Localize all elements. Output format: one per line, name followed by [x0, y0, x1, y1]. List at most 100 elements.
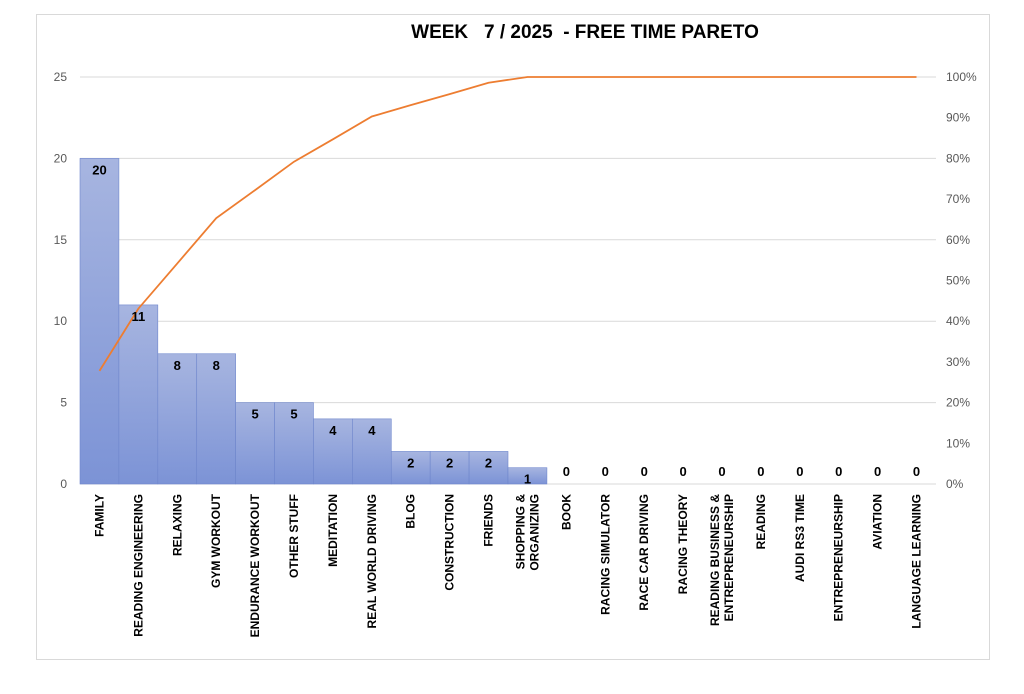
y2-tick-label: 20% [946, 396, 970, 410]
x-tick-label: READING BUSINESS & ENTREPRENEURSHIP [708, 494, 736, 626]
cumulative-percent-line [98, 76, 917, 372]
y2-tick-label: 100% [946, 70, 977, 84]
data-label: 8 [174, 358, 181, 373]
y2-tick-label: 80% [946, 151, 970, 165]
x-tick-label-line: CONSTRUCTION [443, 494, 457, 591]
bar [196, 353, 236, 485]
bar [118, 304, 159, 485]
bar [352, 418, 392, 485]
data-label: 0 [796, 464, 803, 479]
x-tick-label: GYM WORKOUT [209, 493, 223, 588]
data-label: 20 [92, 162, 106, 177]
data-labels: 20 11 8 8 5 5 4 4 2 2 2 1 0 0 0 0 0 0 0 0 0 0 [92, 162, 920, 486]
x-tick-label: REAL WORLD DRIVING [365, 494, 379, 628]
data-label: 5 [251, 407, 258, 422]
y-tick-label: 0 [60, 477, 67, 491]
y2-tick-label: 30% [946, 355, 970, 369]
data-label: 8 [213, 358, 220, 373]
bar [507, 467, 548, 485]
y2-tick-label: 70% [946, 192, 970, 206]
y2-tick-label: 10% [946, 436, 970, 450]
data-label: 0 [835, 464, 842, 479]
secondary-y-axis: 0% 10% 20% 30% 40% 50% 60% 70% 80% 90% 100% [946, 70, 977, 491]
x-tick-label: FAMILY [92, 494, 106, 537]
x-tick-label: FRIENDS [482, 494, 496, 547]
x-tick-label-line: ENTREPRENEURSHIP [832, 494, 846, 621]
data-label: 2 [407, 455, 414, 470]
y2-tick-label: 60% [946, 233, 970, 247]
x-tick-label: LANGUAGE LEARNING [910, 494, 924, 629]
y-tick-label: 15 [54, 233, 68, 247]
data-label: 2 [485, 455, 492, 470]
x-tick-label-line: RELAXING [170, 494, 184, 556]
bar [429, 451, 470, 485]
data-label: 11 [131, 309, 145, 324]
x-tick-label-line: LANGUAGE LEARNING [910, 494, 924, 629]
x-tick-label-line: GYM WORKOUT [209, 493, 223, 588]
y-tick-label: 20 [54, 151, 68, 165]
x-tick-label-line: MEDITATION [326, 494, 340, 567]
cumulative-line [98, 76, 917, 372]
x-tick-label: BOOK [559, 494, 573, 530]
x-tick-label-line: RACING SIMULATOR [598, 494, 612, 615]
x-tick-label-line: BOOK [559, 494, 573, 530]
x-tick-label-line: READING BUSINESS & [708, 494, 722, 626]
data-label: 2 [446, 455, 453, 470]
x-tick-label: MEDITATION [326, 494, 340, 567]
x-tick-label: READING [754, 494, 768, 549]
data-label: 0 [641, 464, 648, 479]
x-tick-label-line: AVIATION [871, 494, 885, 550]
x-tick-label-line: RACING THEORY [676, 494, 690, 594]
data-label: 0 [602, 464, 609, 479]
data-label: 4 [329, 423, 337, 438]
x-tick-label-line: FAMILY [92, 494, 106, 537]
bar [313, 418, 353, 485]
y-tick-label: 5 [60, 396, 67, 410]
x-tick-label-line: FRIENDS [482, 494, 496, 547]
data-label: 0 [563, 464, 570, 479]
x-tick-label: RACE CAR DRIVING [637, 494, 651, 611]
x-tick-label: CONSTRUCTION [443, 494, 457, 591]
x-tick-label: AUDI RS3 TIME [793, 494, 807, 582]
x-tick-label-line: RACE CAR DRIVING [637, 494, 651, 611]
x-tick-label: SHOPPING & ORGANIZING [513, 494, 541, 571]
x-tick-label: BLOG [404, 494, 418, 529]
x-tick-label-line: REAL WORLD DRIVING [365, 494, 379, 628]
bar [468, 451, 509, 485]
data-label: 0 [679, 464, 686, 479]
x-tick-label-line: OTHER STUFF [287, 494, 301, 578]
data-label: 0 [913, 464, 920, 479]
y2-tick-label: 50% [946, 274, 970, 288]
x-tick-label: READING ENGINEERING [131, 494, 145, 637]
bars [79, 158, 548, 485]
bar [235, 402, 275, 485]
bar [79, 158, 120, 485]
x-tick-label-line: READING [754, 494, 768, 549]
y-tick-label: 25 [54, 70, 68, 84]
x-tick-label: ENDURANCE WORKOUT [248, 493, 262, 637]
data-label: 0 [718, 464, 725, 479]
x-tick-label-line: READING ENGINEERING [131, 494, 145, 637]
x-tick-label-line: BLOG [404, 494, 418, 529]
x-tick-label: RELAXING [170, 494, 184, 556]
x-tick-label: OTHER STUFF [287, 494, 301, 578]
x-tick-label-line: ORGANIZING [527, 494, 541, 571]
x-tick-label-line: ENTREPRENEURSHIP [722, 494, 736, 621]
y-tick-label: 10 [54, 314, 68, 328]
y2-tick-label: 90% [946, 111, 970, 125]
x-tick-label-line: SHOPPING & [513, 494, 527, 570]
x-axis: FAMILY READING ENGINEERING RELAXING GYM WOR… [92, 493, 923, 637]
x-tick-label: RACING SIMULATOR [598, 494, 612, 615]
chart-frame [36, 14, 990, 660]
x-tick-label-line: ENDURANCE WORKOUT [248, 493, 262, 637]
data-label: 4 [368, 423, 376, 438]
data-label: 0 [757, 464, 764, 479]
bar [157, 353, 198, 485]
x-tick-label: ENTREPRENEURSHIP [832, 494, 846, 621]
y2-tick-label: 0% [946, 477, 964, 491]
chart-title: WEEK 7 / 2025 - FREE TIME PARETO [411, 22, 759, 43]
data-label: 5 [290, 407, 297, 422]
data-label: 1 [524, 472, 531, 487]
x-tick-label: AVIATION [871, 494, 885, 550]
